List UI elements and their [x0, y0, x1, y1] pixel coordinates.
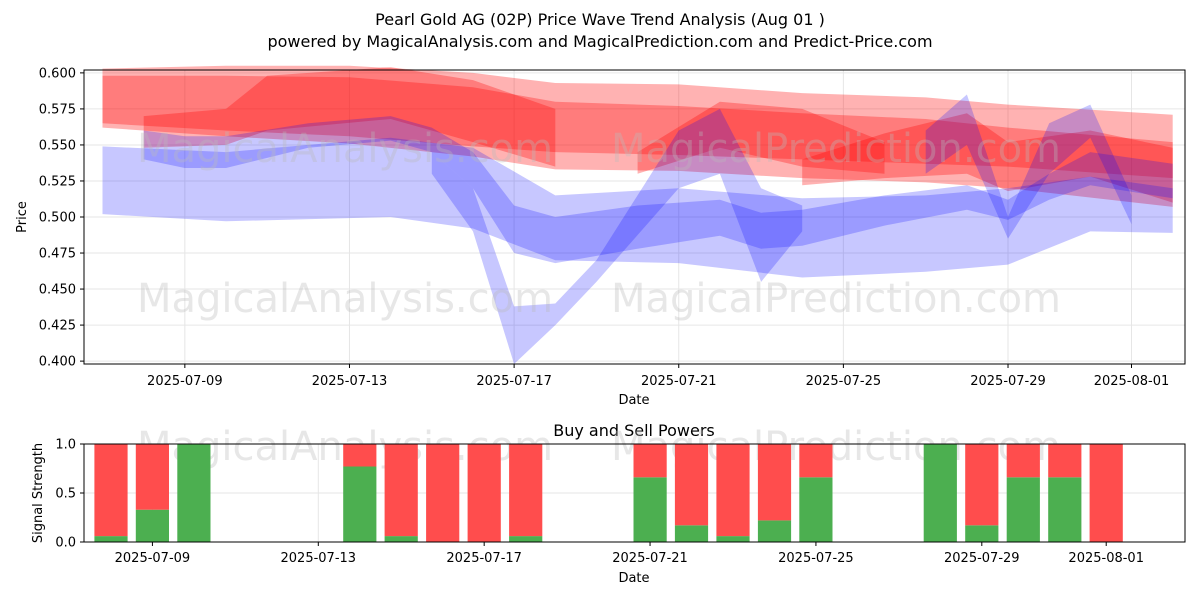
price-y-tick-label: 0.600: [39, 66, 76, 81]
price-y-tick-label: 0.400: [39, 355, 76, 370]
chart-subtitle: powered by MagicalAnalysis.com and Magic…: [267, 32, 932, 51]
buy-bar-2025-07-23: [716, 536, 750, 542]
price-band-red-4: [637, 101, 885, 174]
buy-sell-x-tick-label: 2025-07-21: [612, 551, 688, 566]
price-x-tick-label: 2025-07-17: [476, 374, 552, 389]
price-band-red-0: [102, 65, 1173, 179]
buy-bar-2025-07-28: [923, 444, 957, 542]
watermark-analysis-mid: MagicalAnalysis.com: [137, 276, 553, 322]
price-x-label: Date: [618, 393, 649, 408]
buy-sell-y-tick-label: 0.5: [55, 487, 76, 502]
price-y-tick-label: 0.425: [39, 319, 76, 334]
price-watermarks: MagicalAnalysis.com MagicalPrediction.co…: [137, 126, 1061, 322]
sell-bar-2025-07-30: [1006, 444, 1040, 478]
sell-bar-2025-07-22: [674, 444, 709, 526]
buy-bar-2025-07-08: [94, 536, 128, 542]
buy-sell-x-label: Date: [618, 571, 649, 586]
price-grid: [84, 70, 1185, 364]
buy-bar-2025-07-22: [674, 525, 709, 542]
sell-bar-2025-07-15: [384, 444, 418, 537]
sell-bar-2025-07-16: [426, 444, 460, 542]
buy-sell-y-ticks: 0.0 0.5 1.0: [55, 438, 84, 551]
buy-bar-2025-07-15: [384, 536, 418, 542]
price-band-red-1: [102, 75, 1173, 207]
sell-bar-2025-07-18: [509, 444, 543, 537]
buy-bar-2025-07-25: [799, 477, 833, 542]
sell-bar-2025-08-01: [1089, 444, 1123, 542]
price-y-tick-label: 0.575: [39, 102, 76, 117]
price-band-blue-7: [431, 108, 803, 365]
price-y-tick-label: 0.475: [39, 247, 76, 262]
buy-sell-bars: [94, 444, 1123, 542]
buy-bar-2025-07-18: [509, 536, 543, 542]
buy-bar-2025-07-10: [177, 444, 211, 542]
sell-bar-2025-07-25: [799, 444, 833, 478]
price-band-blue-8: [925, 94, 1132, 239]
price-y-ticks: 0.400 0.425 0.450 0.475 0.500 0.525 0.550 0.575…: [39, 66, 84, 370]
buy-sell-y-tick-label: 1.0: [55, 438, 76, 453]
buy-bar-2025-07-21: [633, 477, 667, 542]
chart-title: Pearl Gold AG (02P) Price Wave Trend Ana…: [375, 10, 825, 29]
price-bands: [102, 65, 1173, 365]
buy-sell-y-tick-label: 0.0: [55, 536, 76, 551]
price-band-red-3: [802, 113, 1173, 203]
buy-bar-2025-07-24: [757, 520, 792, 542]
buy-bar-2025-07-31: [1048, 477, 1082, 542]
buy-sell-x-tick-label: 2025-07-29: [944, 551, 1020, 566]
price-x-tick-label: 2025-08-01: [1094, 374, 1170, 389]
price-y-tick-label: 0.525: [39, 174, 76, 189]
price-x-tick-label: 2025-07-25: [806, 374, 882, 389]
sell-bar-2025-07-08: [94, 444, 128, 537]
sell-bar-2025-07-09: [135, 444, 169, 510]
sell-bar-2025-07-23: [716, 444, 750, 537]
watermark-prediction-mid: MagicalPrediction.com: [611, 276, 1061, 322]
price-x-tick-label: 2025-07-29: [970, 374, 1046, 389]
buy-bar-2025-07-30: [1006, 477, 1040, 542]
price-x-tick-label: 2025-07-21: [641, 374, 717, 389]
sell-bar-2025-07-31: [1048, 444, 1082, 478]
price-wave-panel: MagicalAnalysis.com MagicalPrediction.co…: [15, 65, 1186, 408]
price-x-tick-label: 2025-07-13: [312, 374, 388, 389]
buy-sell-x-tick-label: 2025-07-09: [115, 551, 191, 566]
buy-sell-y-label: Signal Strength: [31, 443, 46, 543]
buy-sell-title: Buy and Sell Powers: [553, 421, 715, 440]
buy-sell-x-tick-label: 2025-08-01: [1068, 551, 1144, 566]
buy-bar-2025-07-09: [135, 509, 169, 542]
price-y-tick-label: 0.550: [39, 138, 76, 153]
buy-bar-2025-07-29: [965, 525, 999, 542]
price-x-tick-label: 2025-07-09: [147, 374, 223, 389]
watermark-analysis-top: MagicalAnalysis.com: [137, 126, 553, 172]
buy-bar-2025-07-14: [343, 466, 377, 542]
price-y-label: Price: [15, 201, 30, 233]
price-y-tick-label: 0.500: [39, 211, 76, 226]
price-band-blue-5: [102, 137, 1173, 278]
buy-sell-x-tick-label: 2025-07-17: [446, 551, 522, 566]
price-x-ticks: 2025-07-09 2025-07-13 2025-07-17 2025-07-21…: [147, 364, 1169, 389]
buy-sell-panel: Buy and Sell Powers MagicalAnalysis.com …: [31, 421, 1186, 586]
watermark-prediction-top: MagicalPrediction.com: [611, 126, 1061, 172]
buy-sell-x-tick-label: 2025-07-13: [281, 551, 357, 566]
sell-bar-2025-07-17: [467, 444, 501, 542]
buy-sell-x-tick-label: 2025-07-25: [778, 551, 854, 566]
sell-bar-2025-07-21: [633, 444, 667, 478]
price-band-blue-6: [143, 116, 1173, 264]
sell-bar-2025-07-24: [757, 444, 792, 521]
price-band-red-2: [143, 67, 556, 167]
buy-sell-x-ticks: 2025-07-09 2025-07-13 2025-07-17 2025-07-21…: [115, 542, 1144, 566]
sell-bar-2025-07-14: [343, 444, 377, 467]
sell-bar-2025-07-29: [965, 444, 999, 526]
price-y-tick-label: 0.450: [39, 283, 76, 298]
